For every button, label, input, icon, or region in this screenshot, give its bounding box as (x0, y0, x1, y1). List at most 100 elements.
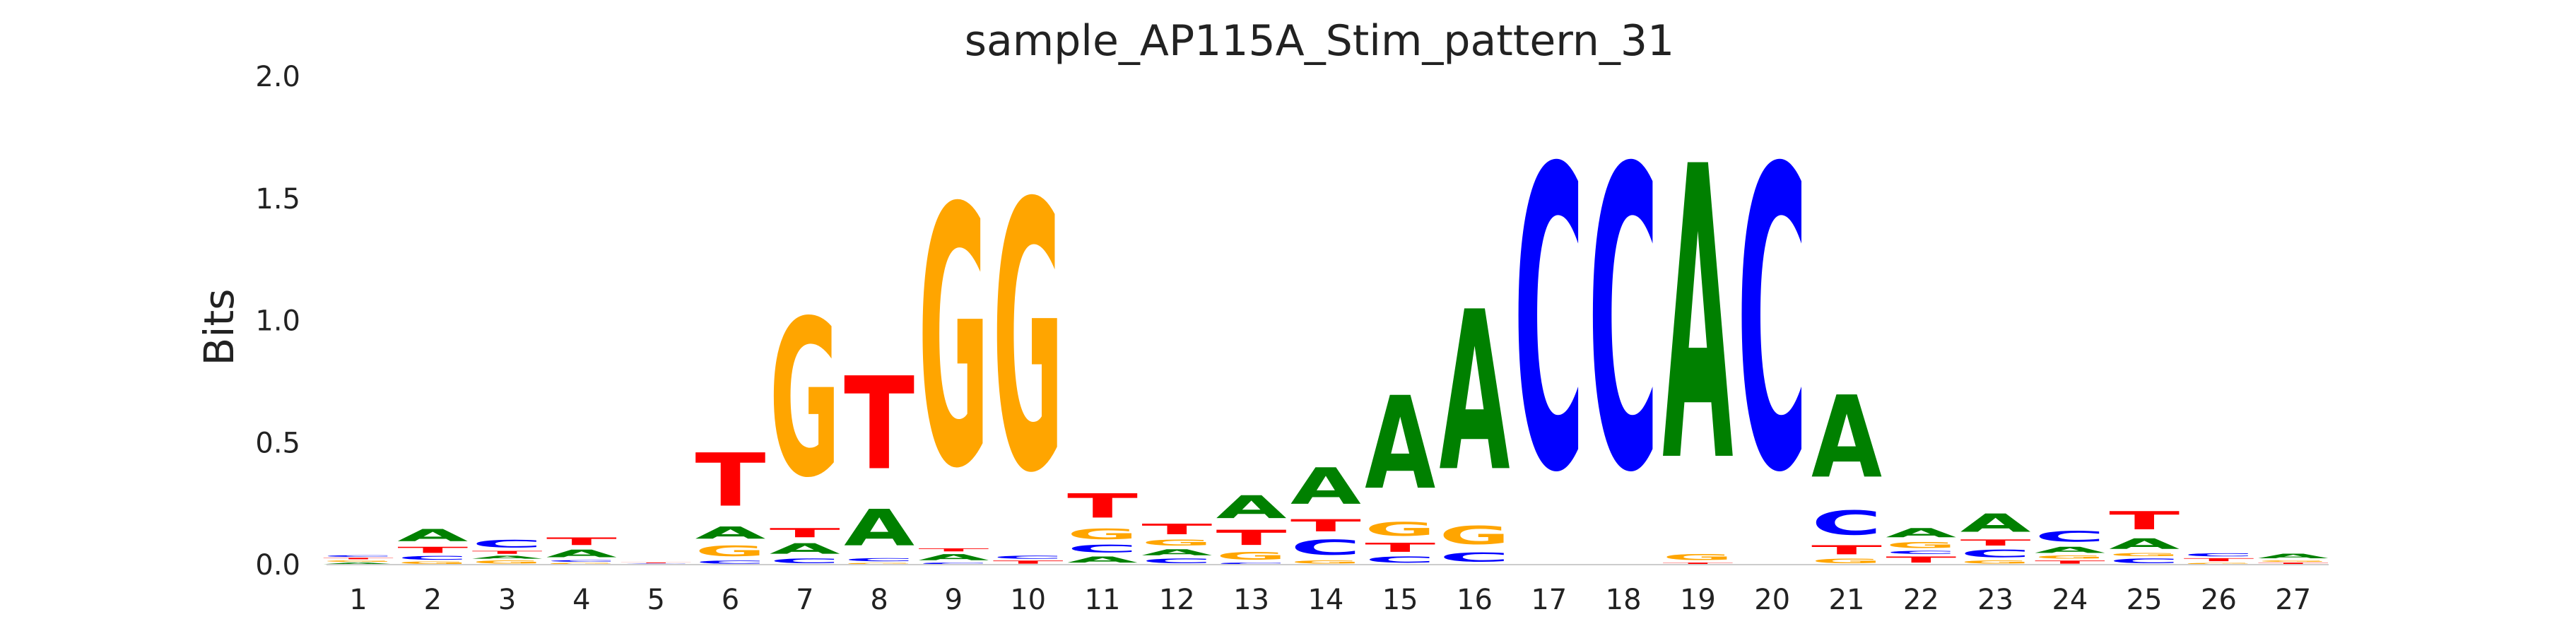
y-tick-label: 1.5 (255, 183, 300, 216)
letter-A: A (695, 523, 766, 542)
x-tick-label: 20 (1754, 584, 1790, 616)
x-tick-label: 11 (1085, 584, 1121, 616)
letter-C: C (397, 555, 468, 561)
letter-T: T (770, 526, 840, 541)
letter-T: T (397, 545, 468, 555)
letter-T: T (695, 437, 766, 523)
x-tick-label: 22 (1903, 584, 1939, 616)
letter-T: T (1662, 563, 1733, 565)
x-tick-label: 25 (2127, 584, 2163, 616)
letter-C: C (546, 560, 617, 562)
letter-C: C (844, 558, 914, 563)
letter-T: T (1811, 543, 1882, 558)
letter-T: T (323, 558, 394, 560)
letter-C: C (1067, 543, 1138, 555)
logo-column-16: CGA (1440, 266, 1510, 565)
x-tick-label: 4 (572, 584, 590, 616)
logo-column-27: TGA (2258, 553, 2329, 565)
logo-column-17: C (1514, 83, 1584, 563)
letter-G: G (323, 560, 394, 562)
letter-G: G (993, 127, 1064, 554)
letter-A: A (1960, 509, 2031, 538)
letter-G: G (1886, 541, 1956, 550)
letter-A: A (1662, 83, 1734, 551)
x-tick-label: 17 (1531, 584, 1567, 616)
letter-A: A (844, 499, 914, 558)
letter-C: C (1960, 548, 2031, 560)
y-tick-label: 0.0 (255, 549, 300, 582)
letter-C: C (1811, 504, 1882, 543)
letter-C: C (472, 538, 543, 550)
letter-A: A (1886, 526, 1956, 541)
letter-C: C (1514, 83, 1584, 563)
letter-T: T (2258, 563, 2329, 565)
letter-A: A (1067, 555, 1138, 565)
x-tick-label: 3 (498, 584, 516, 616)
x-tick-label: 18 (1606, 584, 1642, 616)
y-tick-label: 1.0 (255, 305, 300, 338)
x-tick-label: 2 (424, 584, 442, 616)
letter-T: T (621, 563, 691, 564)
x-tick-label: 5 (647, 584, 664, 616)
letter-A: A (918, 553, 989, 563)
y-axis-label: Bits (195, 289, 243, 366)
x-tick-label: 24 (2052, 584, 2088, 616)
letter-C: C (1886, 550, 1956, 555)
letter-A: A (2035, 545, 2105, 555)
letter-T: T (1886, 555, 1956, 565)
letter-C: C (1141, 558, 1212, 565)
letter-C: C (1290, 536, 1361, 560)
x-tick-label: 26 (2201, 584, 2237, 616)
y-axis-ticks: 0.0 0.5 1.0 1.5 2.0 (255, 61, 300, 582)
x-tick-label: 14 (1307, 584, 1343, 616)
logo-column-18: C (1588, 83, 1659, 563)
letter-A: A (546, 548, 617, 560)
letter-G: G (1811, 558, 1882, 565)
x-tick-label: 16 (1457, 584, 1493, 616)
letter-A: A (1440, 266, 1510, 521)
letter-C: C (2035, 528, 2105, 545)
letter-G: G (1960, 560, 2031, 565)
letter-C: C (770, 558, 840, 565)
letter-T: T (2184, 558, 2254, 563)
letter-A: A (770, 540, 841, 557)
letter-T: T (844, 351, 914, 499)
letter-G: G (1662, 553, 1733, 563)
x-tick-label: 7 (796, 584, 813, 616)
logo-column-20: C (1737, 83, 1808, 563)
letter-T: T (1960, 538, 2031, 548)
letter-T: T (2109, 506, 2180, 535)
x-tick-label: 21 (1829, 584, 1865, 616)
letter-T: T (546, 536, 617, 548)
letter-T: T (993, 560, 1064, 565)
x-tick-label: 23 (1977, 584, 2013, 616)
letter-C: C (993, 555, 1064, 560)
x-tick-label: 10 (1010, 584, 1046, 616)
letter-G: G (2258, 560, 2329, 562)
letter-A: A (323, 563, 394, 565)
letter-G: G (1290, 560, 1361, 565)
letter-G: G (2184, 563, 2254, 565)
letter-C: C (918, 563, 989, 565)
letter-C: C (2109, 558, 2180, 565)
letter-G: G (472, 560, 543, 565)
logo-column-26: GTC (2184, 553, 2254, 565)
letter-C: C (1365, 555, 1435, 565)
logo-column-19: TGA (1662, 83, 1734, 565)
letter-A: A (1365, 370, 1435, 517)
letter-C: C (1440, 550, 1510, 565)
x-axis-ticks: 1 2 3 4 5 6 7 8 9 10 11 12 13 14 15 16 17 18 19 20 21 22 23 24 2… (349, 584, 2311, 616)
